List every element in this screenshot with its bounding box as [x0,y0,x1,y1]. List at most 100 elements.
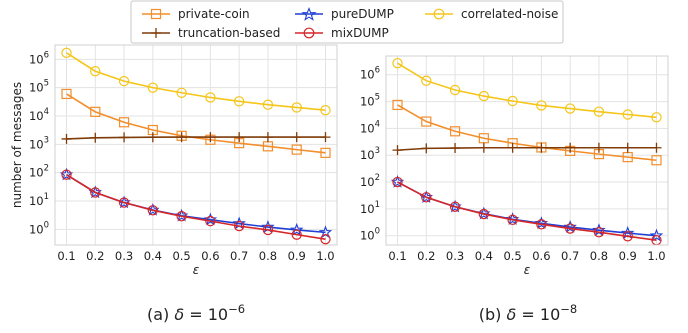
caption-a-symbol: δ [174,305,184,324]
series-line-mixdump [397,181,657,241]
data-point-correlated-noise [593,106,605,117]
data-point-mixdump [205,215,216,227]
gridlines-a [55,45,337,245]
data-point-mixdump [478,208,490,220]
legend-label-pureDUMP: pureDUMP [331,7,394,21]
data-point-private-coin [291,144,302,155]
data-point-puredump [289,222,304,236]
data-point-mixdump [536,219,547,230]
data-point-mixdump [291,229,302,240]
data-point-correlated-noise [564,103,576,114]
y-tick-label: 104 [29,107,49,123]
data-point-truncation-based [593,142,604,153]
data-point-mixdump [421,192,432,203]
series-line-correlated-noise [397,62,657,119]
x-tick-labels-b: 0.1 0.2 0.3 0.4 0.5 0.6 0.7 0.8 0.9 1.0 [388,249,665,263]
chart-panel-a: 0.1 0.2 0.3 0.4 0.5 0.6 0.7 0.8 0.9 1.0 100 101 102… [10,44,338,324]
data-point-private-coin [651,155,662,166]
caption-b: (b) δ = 10−8 [479,302,577,324]
data-point-truncation-based [176,132,187,143]
x-tick-label: 1.0 [647,249,665,263]
data-point-correlated-noise [536,100,547,111]
data-point-mixdump [449,201,461,212]
x-tick-label: 0.3 [446,249,464,263]
y-axis-label-a: number of messages [10,82,24,208]
data-point-truncation-based [450,143,461,154]
data-point-mixdump [90,187,101,198]
data-point-mixdump [564,223,576,234]
x-tick-labels-a: 0.1 0.2 0.3 0.4 0.5 0.6 0.7 0.8 0.9 1.0 [57,249,334,263]
data-point-truncation-based [507,142,518,153]
series-line-private-coin [397,104,657,162]
data-point-correlated-noise [392,57,403,69]
y-tick-label: 105 [29,79,49,95]
legend-entry-truncation-based: truncation-based [142,26,280,40]
y-tick-label: 101 [29,192,49,208]
x-tick-label: 0.8 [259,249,277,263]
data-point-correlated-noise [651,112,662,123]
data-point-truncation-based [651,142,662,153]
data-point-correlated-noise [622,109,633,120]
series-line-mixdump [66,173,326,240]
x-tick-label: 0.2 [417,249,435,263]
data-point-correlated-noise [449,84,461,96]
data-point-correlated-noise [176,87,187,98]
data-point-correlated-noise [90,66,101,77]
data-point-mixdump [507,214,518,226]
caption-a-prefix: (a) [147,305,174,324]
caption-a-sup: −6 [228,302,245,316]
data-point-mixdump [262,224,274,236]
plus-marker-icon [151,28,161,38]
series-group-b [390,57,664,246]
data-point-truncation-based [421,143,432,154]
data-point-correlated-noise [478,90,490,102]
caption-a: (a) δ = 10−6 [147,302,245,324]
data-point-truncation-based [536,142,547,153]
caption-b-prefix: (b) [479,305,507,324]
series-mixdump [392,176,662,246]
x-tick-label: 0.5 [172,249,190,263]
plot-area-a [55,45,337,245]
data-point-private-coin [449,126,461,137]
axes-frame-b [385,55,669,246]
data-point-truncation-based [262,132,273,143]
data-point-correlated-noise [147,82,159,93]
plot-area-b [386,56,668,245]
series-correlated-noise [392,57,662,123]
data-point-truncation-based [90,132,101,143]
data-point-mixdump [147,205,159,216]
y-tick-label: 102 [360,173,380,189]
data-point-private-coin [61,88,72,100]
series-line-truncation-based [66,136,326,140]
square-marker-icon [150,8,162,20]
caption-b-rest: = 10 [516,305,560,324]
data-point-mixdump [118,197,130,208]
y-tick-labels-a: 100 101 102 103 104 105 106 [29,50,49,236]
y-tick-label: 102 [29,164,49,180]
x-tick-label: 0.3 [115,249,133,263]
x-tick-label: 0.1 [57,249,75,263]
data-point-mixdump [176,211,187,222]
y-tick-label: 103 [360,146,380,162]
x-tick-label: 0.5 [503,249,521,263]
x-tick-label: 0.7 [230,249,248,263]
data-point-private-coin [90,106,101,117]
x-tick-label: 0.9 [288,249,306,263]
data-point-correlated-noise [320,105,331,116]
caption-b-sup: −8 [560,302,577,316]
y-tick-label: 100 [29,220,49,236]
caption-b-symbol: δ [507,305,517,324]
legend-frame [130,0,564,44]
legend-entry-correlated-noise: correlated-noise [425,7,558,21]
x-tick-label: 0.2 [86,249,104,263]
data-point-puredump [620,226,635,239]
x-tick-label: 0.7 [561,249,579,263]
data-point-correlated-noise [61,47,72,58]
data-point-correlated-noise [262,99,274,110]
data-point-private-coin [478,133,489,144]
data-point-mixdump [593,227,605,238]
circle-marker-icon [433,8,445,20]
legend-entry-pureDUMP: pureDUMP [295,6,394,21]
x-tick-label: 0.1 [388,249,406,263]
